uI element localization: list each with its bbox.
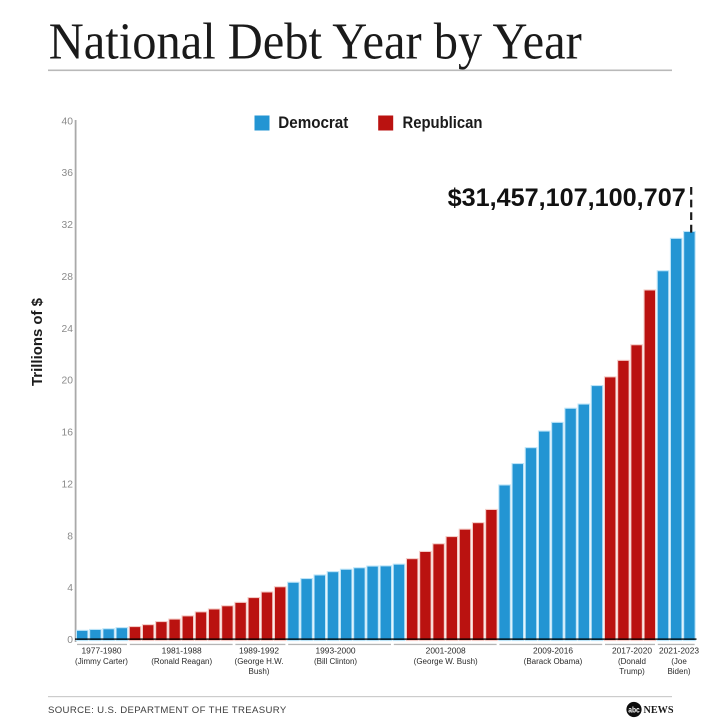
svg-text:Bush): Bush) (249, 667, 270, 676)
svg-text:40: 40 (62, 116, 74, 127)
svg-text:0: 0 (67, 635, 73, 646)
svg-text:20: 20 (62, 376, 74, 387)
svg-text:NEWS: NEWS (644, 705, 674, 716)
svg-text:24: 24 (62, 324, 74, 335)
svg-text:(Jimmy Carter): (Jimmy Carter) (75, 657, 128, 666)
svg-text:4: 4 (67, 583, 73, 594)
svg-text:SOURCE: U.S. DEPARTMENT OF THE: SOURCE: U.S. DEPARTMENT OF THE TREASURY (48, 705, 287, 716)
svg-text:1993-2000: 1993-2000 (315, 646, 355, 656)
svg-text:abc: abc (628, 705, 640, 714)
svg-text:36: 36 (62, 168, 74, 179)
svg-text:$31,457,107,100,707: $31,457,107,100,707 (448, 184, 686, 212)
svg-text:2017-2020: 2017-2020 (612, 646, 652, 656)
svg-text:8: 8 (67, 531, 73, 542)
svg-text:(George H.W.: (George H.W. (235, 657, 284, 666)
svg-text:28: 28 (62, 272, 74, 283)
svg-text:1981-1988: 1981-1988 (162, 646, 202, 656)
svg-text:1977-1980: 1977-1980 (81, 646, 121, 656)
svg-text:Trillions of $: Trillions of $ (30, 298, 46, 386)
svg-text:Democrat: Democrat (278, 114, 349, 132)
svg-text:(Donald: (Donald (618, 657, 646, 666)
svg-text:(Barack Obama): (Barack Obama) (524, 657, 583, 666)
svg-text:Trump): Trump) (619, 667, 645, 676)
svg-text:Republican: Republican (403, 114, 483, 132)
svg-text:12: 12 (62, 480, 74, 491)
svg-text:32: 32 (62, 220, 74, 231)
svg-text:(George W. Bush): (George W. Bush) (414, 657, 478, 666)
svg-text:1989-1992: 1989-1992 (239, 646, 279, 656)
svg-text:2009-2016: 2009-2016 (533, 646, 573, 656)
svg-text:2021-2023: 2021-2023 (659, 646, 699, 656)
svg-text:Biden): Biden) (667, 667, 690, 676)
svg-text:National Debt Year by Year: National Debt Year by Year (49, 13, 582, 70)
svg-text:(Bill Clinton): (Bill Clinton) (314, 657, 357, 666)
svg-text:(Joe: (Joe (671, 657, 687, 666)
svg-text:16: 16 (62, 428, 74, 439)
svg-text:(Ronald Reagan): (Ronald Reagan) (151, 657, 212, 666)
svg-text:2001-2008: 2001-2008 (426, 646, 466, 656)
